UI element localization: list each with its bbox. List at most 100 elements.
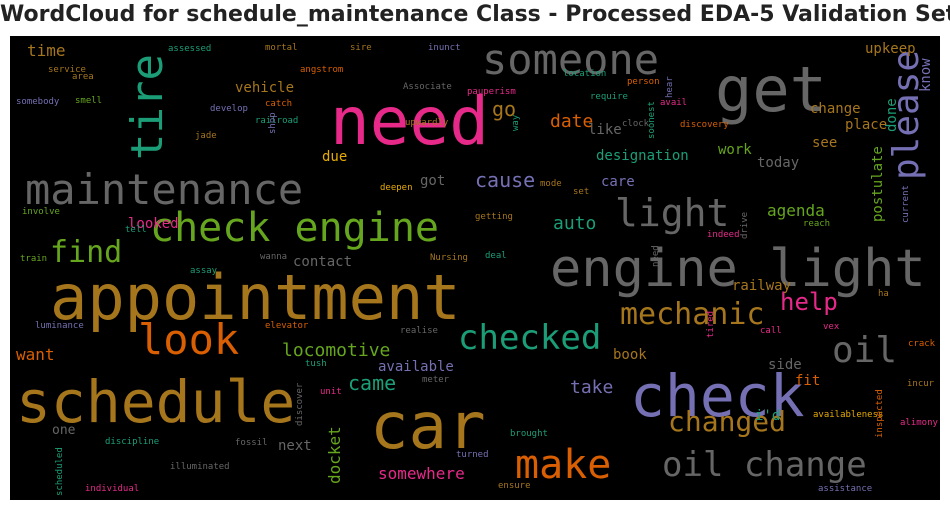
cloud-word: like <box>588 122 622 138</box>
cloud-word: catch <box>265 99 292 109</box>
cloud-word: place <box>845 117 887 133</box>
cloud-word: see <box>812 135 837 151</box>
cloud-word: somewhere <box>378 464 465 483</box>
cloud-word: go <box>492 97 516 121</box>
cloud-word: sire <box>350 43 372 53</box>
cloud-word: Associate <box>403 82 452 92</box>
cloud-word: person <box>627 77 660 87</box>
cloud-word: tell <box>125 225 147 235</box>
cloud-word: current <box>901 185 911 223</box>
cloud-word: vehicle <box>235 80 294 96</box>
cloud-word: date <box>550 111 593 132</box>
cloud-word: upkeep <box>865 41 916 57</box>
cloud-word: discover <box>295 382 305 426</box>
cloud-word: help <box>780 288 838 316</box>
cloud-word: develop <box>210 104 248 114</box>
cloud-word: got <box>420 173 445 189</box>
cloud-word: brought <box>510 429 548 439</box>
cloud-word: way <box>511 114 521 131</box>
cloud-word: book <box>613 347 647 363</box>
cloud-word: service <box>48 65 86 75</box>
cloud-word: discipline <box>105 437 159 447</box>
cloud-word: meter <box>422 375 450 385</box>
cloud-word: locomotive <box>282 340 390 361</box>
cloud-word: looked <box>128 216 179 232</box>
cloud-word: assessed <box>168 44 211 54</box>
cloud-word: today <box>757 155 799 171</box>
cloud-word: scheduled <box>55 447 65 496</box>
cloud-word: i'd <box>755 408 780 424</box>
cloud-word: one <box>52 423 76 438</box>
cloud-word: shop <box>268 112 278 134</box>
cloud-word: get <box>715 53 827 126</box>
cloud-word: cause <box>475 168 535 192</box>
cloud-word: luminance <box>35 321 84 331</box>
cloud-word: avail <box>660 98 687 108</box>
cloud-word: ensure <box>498 481 531 491</box>
cloud-word: know <box>918 58 934 92</box>
cloud-word: unit <box>320 387 342 397</box>
cloud-word: location <box>563 69 606 79</box>
cloud-word: maintenance <box>25 165 303 214</box>
cloud-word: angstrom <box>300 65 343 75</box>
cloud-word: auto <box>553 213 596 234</box>
cloud-word: require <box>590 92 628 102</box>
cloud-word: agenda <box>767 201 825 220</box>
cloud-word: getting <box>475 212 513 222</box>
cloud-word: changed <box>668 405 786 438</box>
cloud-word: make <box>515 442 611 488</box>
cloud-word: check <box>630 362 805 430</box>
cloud-word: drive <box>740 212 750 239</box>
cloud-word: jade <box>195 131 217 141</box>
cloud-word: tush <box>305 359 327 369</box>
cloud-word: pauperism <box>467 87 516 97</box>
cloud-word: light <box>615 191 729 235</box>
cloud-word: mode <box>540 179 562 189</box>
cloud-word: side <box>768 357 802 373</box>
cloud-word: ha <box>878 289 889 299</box>
cloud-word: change <box>810 101 861 117</box>
cloud-word: came <box>348 371 396 395</box>
cloud-word: work <box>718 142 752 158</box>
cloud-word: inunct <box>428 43 461 53</box>
cloud-word: engine light <box>550 239 926 299</box>
cloud-word: tire <box>122 54 173 160</box>
cloud-word: availableness <box>813 410 883 420</box>
cloud-word: hear <box>665 76 675 98</box>
cloud-word: area <box>72 72 94 82</box>
cloud-word: deal <box>485 251 507 261</box>
cloud-word: need <box>330 83 489 160</box>
cloud-word: upwardly <box>405 118 449 128</box>
cloud-word: appointment <box>50 261 461 334</box>
word-cloud: appointment schedule car need get check engine… <box>10 36 940 500</box>
cloud-word: smell <box>75 96 102 106</box>
cloud-word: clock <box>622 119 650 129</box>
cloud-word: mechanic <box>620 297 765 332</box>
cloud-word: involve <box>22 207 60 217</box>
cloud-word: railway <box>732 278 791 294</box>
cloud-word: need <box>651 245 661 267</box>
cloud-word: soonest <box>647 101 657 139</box>
cloud-word: assay <box>190 266 218 276</box>
cloud-word: docket <box>325 426 344 484</box>
cloud-word: due <box>322 149 347 165</box>
cloud-word: want <box>16 345 55 364</box>
cloud-word: turned <box>456 450 489 460</box>
cloud-word: railroad <box>255 116 298 126</box>
cloud-word: next <box>278 438 312 454</box>
cloud-word: reach <box>803 219 830 229</box>
cloud-word: crack <box>908 339 936 349</box>
cloud-word: wanna <box>260 252 287 262</box>
cloud-word: somebody <box>16 97 60 107</box>
cloud-word: indeed <box>707 230 740 240</box>
cloud-word: set <box>573 187 589 197</box>
cloud-word: alimony <box>900 418 939 428</box>
cloud-word: postulate <box>870 146 886 222</box>
cloud-word: please <box>886 50 927 180</box>
cloud-word: oil <box>832 330 897 371</box>
cloud-word: illuminated <box>170 462 230 472</box>
cloud-word: call <box>760 326 782 336</box>
cloud-word: done <box>884 98 900 132</box>
cloud-word: tired <box>706 311 716 338</box>
cloud-word: checked <box>458 318 601 358</box>
